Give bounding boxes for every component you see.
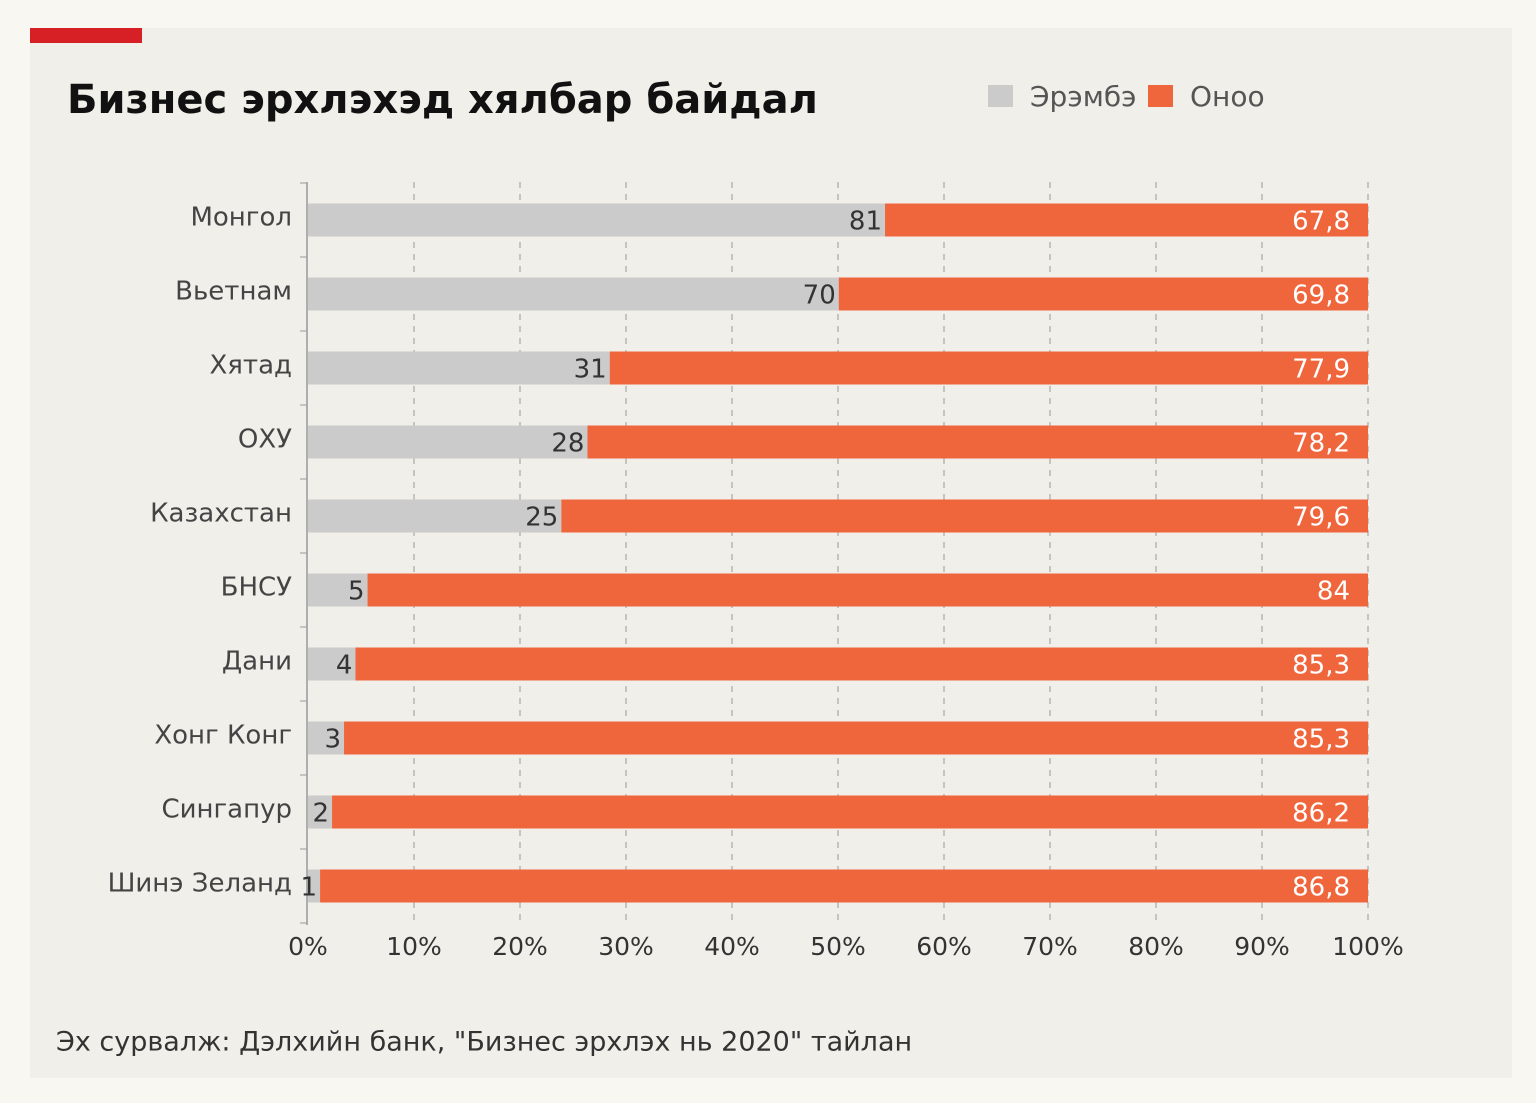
value-label: 86,8 [1292,873,1350,903]
value-label: 86,2 [1292,799,1350,829]
accent-bar [30,28,142,43]
y-tick-label: Шинэ Зеланд [108,869,292,899]
legend-label: Оноо [1190,80,1265,113]
bar-segment [355,647,1368,681]
y-tick-label: ОХУ [238,425,292,455]
value-label: 1 [301,873,318,903]
bar-segment [308,647,356,681]
value-label: 2 [312,799,329,829]
y-tick-label: БНСУ [221,573,293,603]
bar-segment [587,425,1368,459]
value-label: 85,3 [1292,651,1350,681]
bar-segment [308,721,345,755]
x-tick-label: 0% [288,932,328,961]
x-tick-label: 90% [1234,932,1290,961]
y-tick-label: Хятад [209,351,292,381]
y-tick-label: Хонг Конг [154,721,292,751]
bar-segment [308,203,886,237]
x-tick-label: 100% [1332,932,1403,961]
bar-segment [609,351,1368,385]
bar-segment [308,795,333,829]
x-tick-label: 80% [1128,932,1184,961]
source: Эх сурвалж: Дэлхийн банк, "Бизнес эрхлэх… [56,1027,912,1058]
bar-segment [308,351,610,385]
x-tick-label: 50% [810,932,866,961]
value-label: 78,2 [1292,429,1350,459]
bar-segment [885,203,1368,237]
value-label: 69,8 [1292,281,1350,311]
legend-swatch [1148,85,1173,107]
bar-segment [320,869,1369,903]
bar-segment [308,573,368,607]
bar-segment [332,795,1369,829]
value-label: 70 [803,281,836,311]
y-tick-label: Дани [222,647,292,677]
value-label: 79,6 [1292,503,1350,533]
x-tick-label: 70% [1022,932,1078,961]
y-tick-label: Казахстан [150,499,292,529]
value-label: 3 [324,725,341,755]
value-label: 81 [849,207,882,237]
chart-title: Бизнес эрхлэхэд хялбар байдал [67,77,818,123]
x-tick-label: 30% [598,932,654,961]
panel [30,28,1512,1078]
x-tick-label: 40% [704,932,760,961]
bar-segment [344,721,1369,755]
legend-swatch [988,85,1013,107]
bar-segment [308,425,588,459]
value-label: 5 [348,577,365,607]
bar-segment [308,499,562,533]
y-tick-label: Сингапур [161,795,292,825]
bar-segment [561,499,1368,533]
bar-segment [308,869,321,903]
value-label: 77,9 [1292,355,1350,385]
y-tick-label: Монгол [190,203,292,233]
legend-label: Эрэмбэ [1030,80,1136,113]
bar-segment [838,277,1368,311]
value-label: 67,8 [1292,207,1350,237]
x-tick-label: 20% [492,932,548,961]
value-label: 4 [336,651,353,681]
bar-segment [367,573,1369,607]
value-label: 28 [551,429,584,459]
value-label: 31 [574,355,607,385]
value-label: 85,3 [1292,725,1350,755]
x-tick-label: 60% [916,932,972,961]
y-tick-label: Вьетнам [175,277,292,307]
value-label: 84 [1317,577,1350,607]
x-tick-label: 10% [386,932,442,961]
value-label: 25 [525,503,558,533]
bar-segment [308,277,839,311]
